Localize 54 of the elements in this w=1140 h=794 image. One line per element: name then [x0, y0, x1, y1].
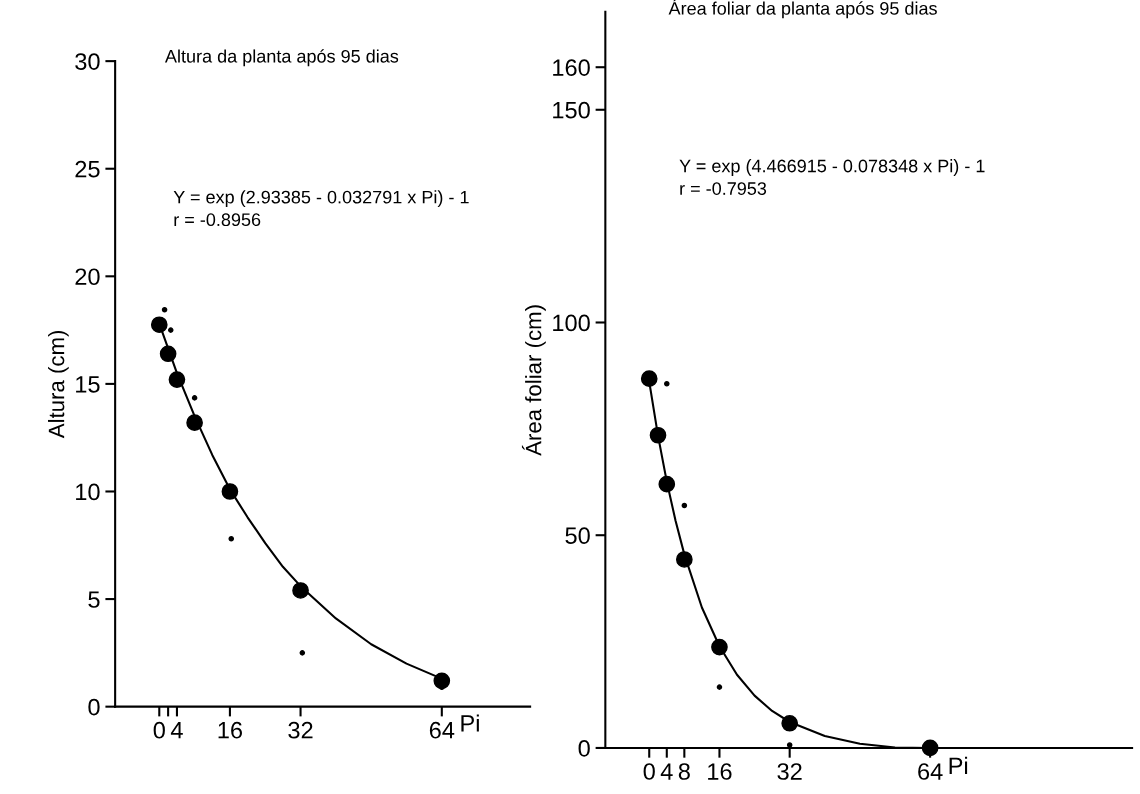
point — [786, 742, 793, 748]
x-tick-label: 16 — [708, 763, 732, 780]
point — [921, 739, 939, 757]
y-axis-title: Altura (cm) — [48, 330, 69, 439]
point — [191, 395, 198, 401]
y-tick-label: 25 — [75, 160, 100, 178]
x-tick-label: 64 — [918, 763, 943, 780]
y-axis-title: Área foliar (cm) — [521, 305, 546, 456]
chart-title: Altura da planta após 95 dias — [164, 49, 399, 67]
point — [676, 551, 693, 568]
annotation: Y = exp (2.93385 - 0.032791 x Pi) - 1 — [173, 190, 469, 208]
x-tick-label: 4 — [170, 722, 183, 739]
point — [658, 475, 676, 493]
point — [716, 684, 723, 690]
x-axis-title: Pi — [461, 714, 479, 732]
x-tick-label: 0 — [153, 721, 165, 739]
point — [150, 316, 168, 334]
x-axis-title: Pi — [949, 756, 968, 774]
point — [292, 582, 309, 599]
y-tick-label: 30 — [75, 53, 100, 70]
point — [711, 638, 728, 656]
y-tick-label: 0 — [578, 740, 590, 757]
point — [681, 502, 688, 509]
point — [649, 426, 667, 444]
y-tick-label: 50 — [565, 527, 590, 545]
x-tick-label: 16 — [218, 721, 243, 739]
y-tick-label: 0 — [88, 698, 100, 716]
point — [161, 306, 168, 313]
y-tick-label: 5 — [88, 591, 100, 608]
y-tick-label: 100 — [553, 314, 590, 332]
point — [168, 371, 186, 388]
y-tick-label: 150 — [553, 101, 590, 119]
point — [159, 345, 177, 363]
point — [167, 327, 174, 333]
x-tick-label: 32 — [288, 721, 313, 739]
annotation: r = -0.8956 — [174, 213, 261, 227]
x-tick-label: 64 — [429, 721, 455, 739]
y-tick-label: 20 — [75, 268, 100, 286]
point — [228, 536, 235, 542]
x-tick-label: 32 — [777, 763, 802, 780]
y-tick-label: 160 — [553, 59, 590, 77]
annotation: Y = exp (4.466915 - 0.078348 x Pi) - 1 — [679, 159, 985, 176]
x-tick-label: 4 — [660, 763, 673, 780]
x-tick-label: 8 — [678, 763, 690, 780]
point — [299, 650, 306, 656]
y-tick-label: 10 — [76, 483, 100, 501]
annotation: r = -0.7953 — [680, 182, 767, 195]
point — [221, 483, 239, 500]
point — [186, 414, 203, 431]
point — [781, 714, 799, 732]
y-tick-label: 15 — [76, 376, 100, 393]
point — [664, 380, 670, 387]
point — [640, 370, 658, 387]
x-tick-label: 0 — [643, 763, 655, 780]
